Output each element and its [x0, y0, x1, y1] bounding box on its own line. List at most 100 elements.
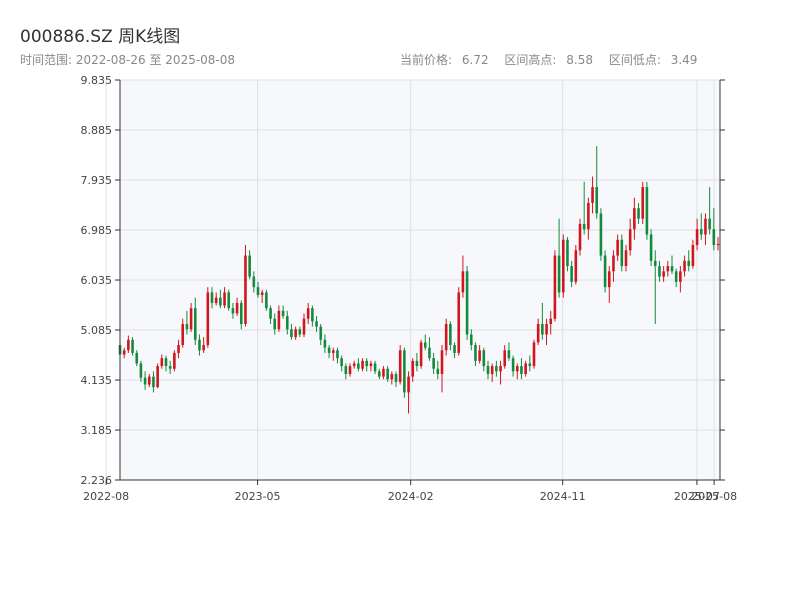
candle-body — [561, 239, 565, 293]
candle — [553, 250, 557, 322]
candle-body — [331, 350, 335, 353]
candle-body — [193, 308, 197, 340]
candle-body — [582, 223, 586, 230]
candle-body — [712, 229, 716, 246]
candle — [436, 360, 440, 380]
candle — [407, 371, 410, 414]
candle-body — [624, 250, 628, 267]
candle-body — [386, 368, 389, 380]
candle — [390, 371, 394, 385]
candle-body — [432, 358, 435, 369]
candle-body — [411, 360, 415, 377]
candle — [578, 218, 582, 256]
candle — [423, 334, 427, 351]
candle — [214, 292, 218, 306]
candle-body — [369, 363, 373, 367]
candle — [369, 360, 373, 372]
candle — [649, 229, 653, 267]
candle — [582, 181, 586, 235]
candle-body — [528, 363, 532, 367]
candle-body — [398, 350, 402, 382]
candle — [515, 363, 519, 380]
candle-body — [302, 318, 306, 335]
candle-body — [298, 329, 302, 335]
candle-body — [265, 292, 268, 309]
candle — [357, 358, 360, 372]
candle — [716, 237, 720, 251]
candle — [499, 360, 502, 385]
candle-body — [658, 266, 661, 277]
candle-body — [423, 342, 427, 348]
candle-body — [520, 366, 523, 374]
candle-body — [160, 358, 164, 367]
candle — [302, 313, 306, 338]
candle — [440, 345, 444, 393]
candle-body — [294, 329, 297, 338]
candle — [658, 260, 661, 282]
candle — [168, 360, 172, 374]
candle — [699, 213, 703, 240]
candle-body — [239, 302, 243, 324]
candle — [633, 197, 636, 240]
candle-body — [306, 308, 310, 319]
x-tick-label: 2022-08 — [83, 490, 129, 503]
current-price: 当前价格: 6.72 — [400, 53, 495, 67]
candle-body — [244, 255, 247, 324]
candle — [139, 360, 143, 382]
candle — [164, 355, 168, 372]
candle-body — [557, 255, 561, 293]
candle — [457, 287, 461, 356]
candle — [495, 360, 498, 377]
candle-body — [348, 366, 352, 374]
candle-body — [344, 366, 348, 374]
y-tick-label: 4.135 — [81, 374, 113, 387]
candle-body — [260, 292, 264, 296]
candle-body — [687, 260, 691, 267]
x-tick-label: 2024-11 — [540, 490, 586, 503]
candle-body — [319, 326, 323, 340]
candle-body — [227, 292, 231, 309]
candle-body — [131, 339, 134, 353]
candle — [653, 250, 657, 324]
candle — [277, 305, 281, 332]
candle-body — [570, 266, 573, 282]
candle-body — [545, 323, 548, 335]
candle — [570, 260, 573, 288]
candle — [147, 373, 151, 388]
candle-body — [474, 345, 477, 361]
candle-body — [620, 239, 624, 267]
candle — [219, 289, 222, 309]
candle-body — [515, 366, 519, 372]
candle-body — [486, 366, 490, 374]
candle — [206, 287, 210, 348]
candle — [265, 289, 268, 311]
candle — [712, 208, 716, 251]
y-tick-label: 8.885 — [81, 124, 113, 137]
candle — [432, 352, 435, 374]
candle-body — [373, 363, 377, 372]
candle — [674, 268, 678, 288]
candle-body — [478, 350, 481, 361]
candle-body — [708, 218, 711, 230]
candle — [248, 250, 251, 280]
candle — [131, 337, 134, 356]
candle-body — [185, 323, 189, 330]
candle — [474, 342, 477, 367]
candle — [177, 339, 180, 359]
time-range-start: 2022-08-26 — [75, 53, 146, 67]
candle — [524, 360, 527, 377]
candle-body — [315, 321, 318, 327]
candle — [403, 347, 406, 398]
candle — [541, 302, 544, 340]
candle-body — [277, 310, 281, 330]
candle-body — [461, 271, 465, 293]
candle — [637, 202, 640, 224]
candle-body — [189, 308, 193, 330]
y-tick-label: 6.985 — [81, 224, 113, 237]
candle — [365, 358, 369, 372]
candle — [198, 334, 201, 356]
candle-body — [603, 255, 607, 288]
candle-body — [407, 376, 410, 393]
candle — [428, 337, 431, 361]
candle — [269, 305, 272, 324]
